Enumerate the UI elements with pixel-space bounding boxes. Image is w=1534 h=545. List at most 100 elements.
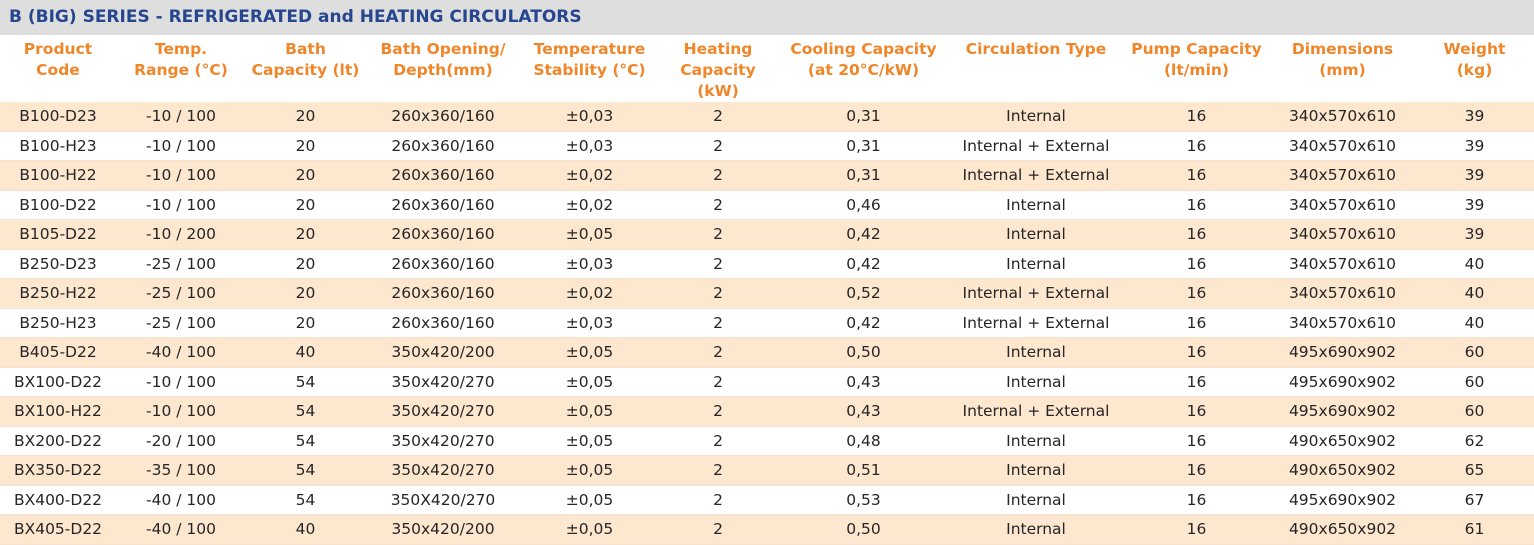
cell-product-code: BX350-D22 [0, 455, 116, 486]
cell-circulation-type: Internal [949, 367, 1123, 397]
cell-bath-capacity: 20 [246, 131, 365, 161]
column-header-temperature-stability: Temperature Stability (°C) [521, 35, 658, 102]
table-row: BX200-D22 -20 / 100 54 350x420/270 ±0,05 2 0,4… [0, 426, 1534, 456]
table-title: B (BIG) SERIES - REFRIGERATED and HEATIN… [0, 0, 1534, 35]
cell-dimensions: 495x690x902 [1270, 367, 1415, 397]
cell-product-code: B100-H22 [0, 160, 116, 191]
cell-cooling-capacity: 0,46 [778, 190, 949, 220]
cell-weight: 60 [1415, 337, 1534, 368]
cell-bath-opening: 350x420/200 [365, 514, 521, 545]
cell-weight: 61 [1415, 514, 1534, 545]
cell-temp-range: -10 / 100 [116, 131, 246, 161]
column-header-line: Pump Capacity [1131, 40, 1262, 58]
cell-bath-opening: 350x420/270 [365, 426, 521, 456]
table-row: BX100-H22 -10 / 100 54 350x420/270 ±0,05 2 0,4… [0, 396, 1534, 427]
cell-product-code: B250-D23 [0, 249, 116, 279]
column-header-product-code: Product Code [0, 35, 116, 102]
cell-bath-capacity: 40 [246, 337, 365, 368]
cell-product-code: B100-H23 [0, 131, 116, 161]
cell-dimensions: 340x570x610 [1270, 190, 1415, 220]
cell-cooling-capacity: 0,31 [778, 160, 949, 191]
cell-weight: 39 [1415, 160, 1534, 191]
cell-dimensions: 490x650x902 [1270, 426, 1415, 456]
column-header-line: (mm) [1319, 61, 1366, 79]
cell-heating-capacity: 2 [658, 514, 778, 545]
cell-temperature-stability: ±0,03 [521, 102, 658, 132]
cell-pump-capacity: 16 [1123, 514, 1270, 545]
cell-dimensions: 340x570x610 [1270, 131, 1415, 161]
column-header-bath-opening: Bath Opening/Depth(mm) [365, 35, 521, 102]
cell-weight: 40 [1415, 308, 1534, 338]
cell-circulation-type: Internal [949, 102, 1123, 132]
table-header: Product Code Temp. Range (°C) Bath Capacity (… [0, 35, 1534, 102]
table-body: B100-D23 -10 / 100 20 260x360/160 ±0,03 2 0,31… [0, 102, 1534, 545]
cell-bath-opening: 260x360/160 [365, 190, 521, 220]
column-header-line: (kg) [1456, 61, 1493, 79]
cell-cooling-capacity: 0,52 [778, 278, 949, 309]
cell-bath-capacity: 20 [246, 190, 365, 220]
column-header-line: Capacity (lt) [251, 61, 360, 79]
cell-circulation-type: Internal [949, 337, 1123, 368]
cell-temperature-stability: ±0,05 [521, 396, 658, 427]
column-header-line: (lt/min) [1163, 61, 1230, 79]
column-header-line: Stability (°C) [533, 61, 646, 79]
table-row: B100-D23 -10 / 100 20 260x360/160 ±0,03 2 0,31… [0, 102, 1534, 132]
column-header-line: Bath Opening/ [380, 40, 506, 58]
cell-pump-capacity: 16 [1123, 426, 1270, 456]
column-header-line: Range (°C) [134, 61, 228, 79]
cell-circulation-type: Internal [949, 219, 1123, 250]
cell-bath-opening: 350x420/270 [365, 455, 521, 486]
cell-heating-capacity: 2 [658, 455, 778, 486]
cell-cooling-capacity: 0,31 [778, 131, 949, 161]
cell-bath-opening: 350x420/270 [365, 396, 521, 427]
cell-heating-capacity: 2 [658, 219, 778, 250]
cell-temperature-stability: ±0,05 [521, 514, 658, 545]
column-header-line: Circulation Type [965, 40, 1107, 58]
cell-product-code: B250-H23 [0, 308, 116, 338]
cell-temperature-stability: ±0,05 [521, 337, 658, 368]
table-row: B250-H23 -25 / 100 20 260x360/160 ±0,03 2 0,42… [0, 308, 1534, 338]
column-header-line: (at 20°C/kW) [807, 61, 920, 79]
cell-circulation-type: Internal + External [949, 160, 1123, 191]
header-row: Product Code Temp. Range (°C) Bath Capacity (… [0, 35, 1534, 102]
cell-weight: 40 [1415, 249, 1534, 279]
cell-weight: 60 [1415, 367, 1534, 397]
column-header-line: Depth(mm) [393, 61, 493, 79]
cell-bath-opening: 260x360/160 [365, 249, 521, 279]
cell-temperature-stability: ±0,02 [521, 190, 658, 220]
cell-weight: 39 [1415, 219, 1534, 250]
cell-temperature-stability: ±0,03 [521, 308, 658, 338]
cell-dimensions: 490x650x902 [1270, 514, 1415, 545]
column-header-line: Code [36, 61, 80, 79]
cell-temp-range: -10 / 200 [116, 219, 246, 250]
cell-temp-range: -20 / 100 [116, 426, 246, 456]
cell-bath-capacity: 20 [246, 308, 365, 338]
table-row: B100-H22 -10 / 100 20 260x360/160 ±0,02 2 0,31… [0, 160, 1534, 191]
cell-circulation-type: Internal [949, 426, 1123, 456]
cell-circulation-type: Internal [949, 190, 1123, 220]
cell-product-code: BX400-D22 [0, 485, 116, 515]
cell-weight: 67 [1415, 485, 1534, 515]
column-header-heating-capacity: Heating Capacity (kW) [658, 35, 778, 102]
column-header-weight: Weight (kg) [1415, 35, 1534, 102]
cell-cooling-capacity: 0,43 [778, 396, 949, 427]
cell-heating-capacity: 2 [658, 278, 778, 309]
cell-pump-capacity: 16 [1123, 308, 1270, 338]
column-header-line: Capacity (kW) [680, 61, 756, 100]
cell-temp-range: -10 / 100 [116, 190, 246, 220]
cell-bath-capacity: 20 [246, 102, 365, 132]
cell-temperature-stability: ±0,03 [521, 249, 658, 279]
cell-circulation-type: Internal + External [949, 131, 1123, 161]
cell-dimensions: 340x570x610 [1270, 102, 1415, 132]
cell-heating-capacity: 2 [658, 485, 778, 515]
cell-bath-capacity: 54 [246, 485, 365, 515]
cell-product-code: BX200-D22 [0, 426, 116, 456]
cell-product-code: B405-D22 [0, 337, 116, 368]
column-header-line: Temp. [154, 40, 208, 58]
cell-heating-capacity: 2 [658, 131, 778, 161]
column-header-bath-capacity: Bath Capacity (lt) [246, 35, 365, 102]
table-row: BX400-D22 -40 / 100 54 350X420/270 ±0,05 2 0,5… [0, 485, 1534, 515]
cell-cooling-capacity: 0,43 [778, 367, 949, 397]
cell-temp-range: -25 / 100 [116, 278, 246, 309]
cell-pump-capacity: 16 [1123, 278, 1270, 309]
